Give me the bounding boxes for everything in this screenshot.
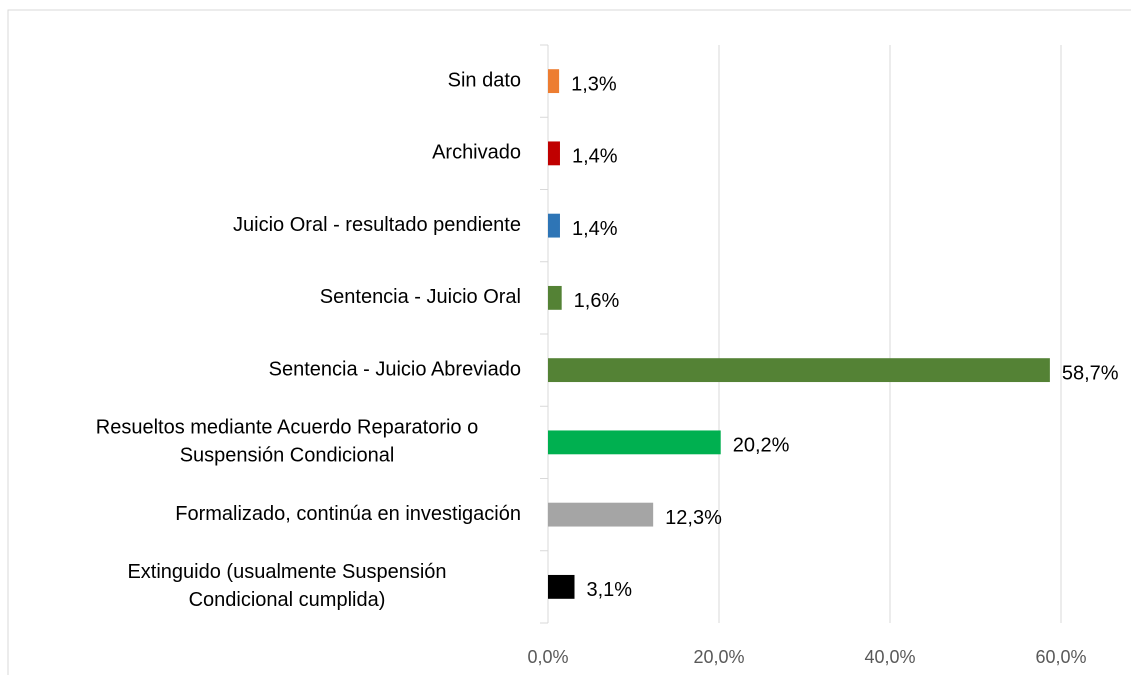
bar	[548, 430, 721, 455]
value-label: 1,4%	[572, 146, 618, 168]
bar	[548, 141, 560, 166]
value-label: 12,3%	[665, 507, 722, 529]
value-label: 1,3%	[571, 73, 617, 95]
value-label: 1,4%	[572, 218, 618, 240]
bar	[548, 285, 562, 310]
y-tick-label: Formalizado, continúa en investigación	[175, 503, 521, 525]
x-tick-label: 20,0%	[693, 647, 744, 667]
x-tick-label: 0,0%	[527, 647, 568, 667]
bar	[548, 69, 560, 94]
bar	[548, 574, 575, 599]
value-label: 3,1%	[587, 579, 633, 601]
value-label: 58,7%	[1062, 362, 1119, 384]
bar	[548, 502, 654, 527]
bar	[548, 358, 1050, 383]
x-tick-label: 60,0%	[1035, 647, 1086, 667]
x-tick-label: 40,0%	[864, 647, 915, 667]
y-tick-label: Archivado	[432, 142, 521, 164]
bar	[548, 213, 560, 238]
value-label: 1,6%	[574, 290, 620, 312]
y-tick-label: Resueltos mediante Acuerdo Reparatorio o…	[96, 417, 478, 467]
y-tick-label: Juicio Oral - resultado pendiente	[233, 214, 521, 236]
y-tick-label: Extinguido (usualmente Suspensión Condici…	[127, 561, 446, 611]
value-label: 20,2%	[733, 435, 790, 457]
y-tick-label: Sentencia - Juicio Abreviado	[269, 358, 521, 380]
y-tick-label: Sentencia - Juicio Oral	[320, 286, 521, 308]
chart-border	[7, 9, 1131, 675]
y-tick-label: Sin dato	[448, 69, 521, 91]
